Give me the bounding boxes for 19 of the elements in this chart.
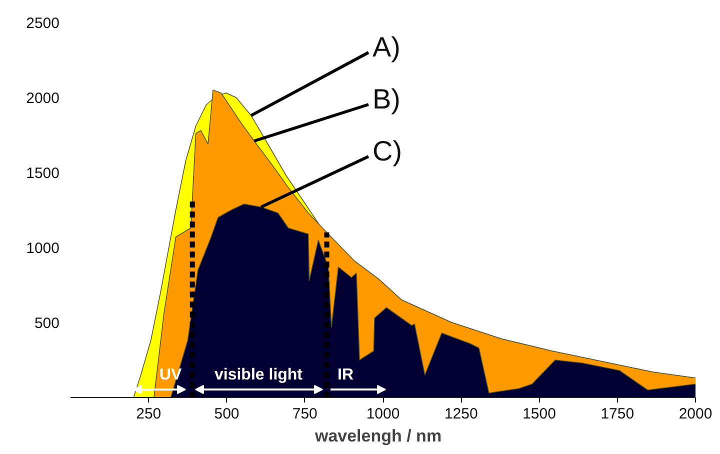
x-tick-label: 1250: [444, 406, 478, 422]
x-tick-label: 750: [292, 406, 318, 422]
y-tick-label: 500: [34, 315, 60, 332]
annotation: C): [372, 136, 402, 166]
y-tick-label: 1000: [26, 240, 60, 257]
x-tick-label: 1750: [600, 406, 634, 422]
annotation: B): [372, 84, 400, 114]
annotation: A): [372, 32, 400, 62]
y-tick-label: 2500: [26, 15, 60, 32]
annotation: IR: [338, 366, 354, 384]
x-tick-label: 250: [136, 406, 162, 422]
x-tick-label: 500: [214, 406, 240, 422]
x-tick-label: 1000: [366, 406, 400, 422]
x-tick-label: 1500: [522, 406, 556, 422]
x-tick-label: 2000: [678, 406, 712, 422]
y-tick-label: 2000: [26, 90, 60, 107]
x-axis-title: wavelengh / nm: [314, 426, 442, 446]
annotation: visible light: [214, 366, 304, 384]
y-tick-label: 1500: [26, 165, 60, 182]
